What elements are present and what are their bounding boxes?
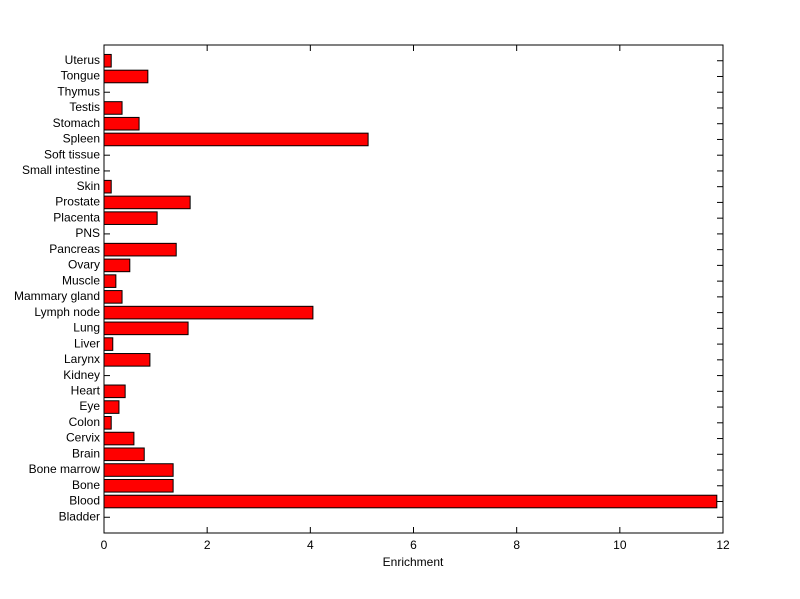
bar <box>103 53 112 68</box>
y-tick-label: Eye <box>79 399 100 413</box>
x-tick-label: 10 <box>613 538 627 552</box>
y-tick-label: Lung <box>73 321 100 335</box>
y-tick-label: Small intestine <box>22 163 100 177</box>
y-tick-label: Kidney <box>63 368 100 382</box>
y-tick-label: Bone marrow <box>29 462 101 476</box>
bar <box>103 290 123 304</box>
bar <box>103 211 158 225</box>
y-tick-label: Muscle <box>62 273 100 287</box>
y-tick-label: Ovary <box>68 258 100 272</box>
bar <box>103 101 123 115</box>
y-tick-label: Lymph node <box>34 305 100 319</box>
bar <box>103 195 191 210</box>
bar <box>103 431 135 446</box>
bar <box>103 258 131 273</box>
x-axis-label: Enrichment <box>383 555 444 569</box>
y-tick-label: Pancreas <box>49 242 100 256</box>
y-tick-label: Blood <box>69 494 100 508</box>
bar <box>103 463 174 477</box>
y-tick-label: Cervix <box>66 431 100 445</box>
y-tick-label: Bladder <box>59 509 100 523</box>
y-tick-label: Bone <box>72 478 100 492</box>
x-tick-label: 6 <box>410 538 417 552</box>
bar <box>103 494 718 509</box>
x-tick-label: 2 <box>204 538 211 552</box>
y-tick-label: Uterus <box>65 53 100 67</box>
plot-area <box>104 45 723 533</box>
y-tick-label: Testis <box>69 100 100 114</box>
x-tick-label: 12 <box>716 538 730 552</box>
bar <box>103 478 174 493</box>
bar <box>103 416 112 430</box>
bar <box>103 116 140 131</box>
y-tick-label: PNS <box>75 226 100 240</box>
bar <box>103 400 120 414</box>
y-tick-label: Mammary gland <box>14 289 100 303</box>
y-tick-label: Thymus <box>57 84 100 98</box>
bar <box>103 274 117 288</box>
x-tick-label: 8 <box>513 538 520 552</box>
axes-box <box>103 44 724 534</box>
bar <box>103 69 149 84</box>
y-tick-label: Prostate <box>55 195 100 209</box>
y-tick-label: Stomach <box>53 116 100 130</box>
bar <box>103 353 151 367</box>
y-tick-label: Tongue <box>61 69 101 83</box>
y-tick-label: Heart <box>71 383 101 397</box>
y-tick-label: Soft tissue <box>44 147 100 161</box>
x-tick-label: 4 <box>307 538 314 552</box>
bar <box>103 132 369 147</box>
y-tick-label: Spleen <box>63 132 100 146</box>
y-tick-label: Liver <box>74 336 100 350</box>
x-tick-label: 0 <box>101 538 108 552</box>
bar <box>103 321 189 336</box>
bar <box>103 447 145 462</box>
y-tick-label: Colon <box>69 415 100 429</box>
y-tick-label: Brain <box>72 446 100 460</box>
y-tick-label: Placenta <box>53 210 100 224</box>
bar <box>103 242 177 257</box>
bar <box>103 337 114 351</box>
bar <box>103 384 126 399</box>
y-tick-label: Larynx <box>64 352 100 366</box>
y-tick-label: Skin <box>77 179 100 193</box>
bar <box>103 179 112 194</box>
bar <box>103 305 314 320</box>
